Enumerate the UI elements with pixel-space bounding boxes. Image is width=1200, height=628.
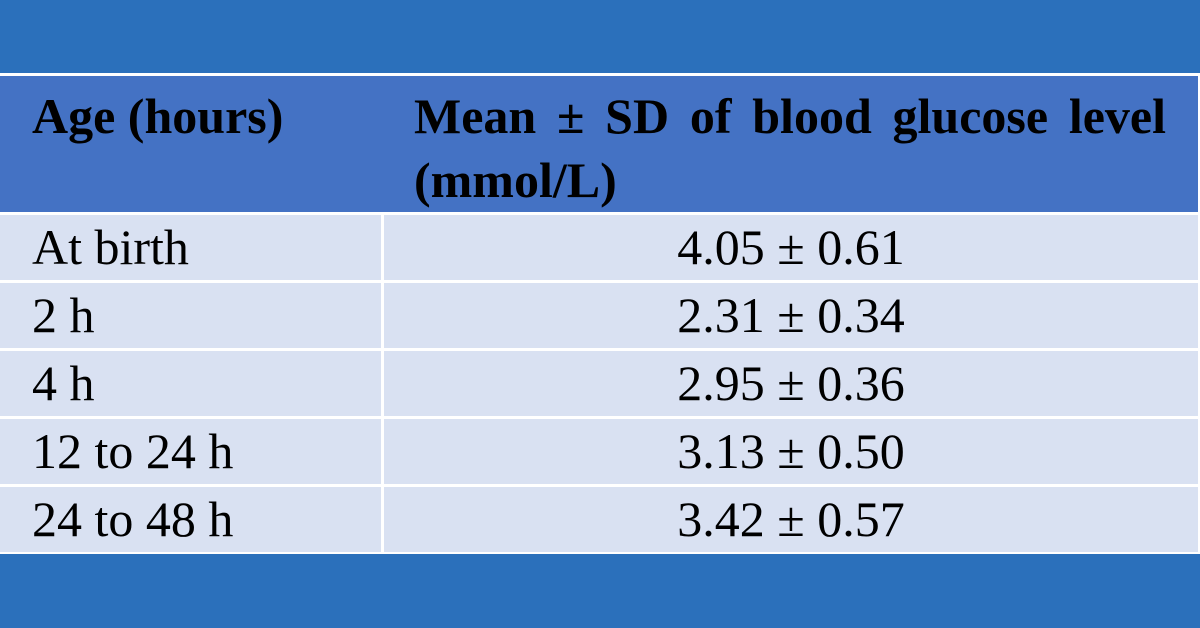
- age-cell: 4 h: [0, 348, 381, 416]
- age-cell: 2 h: [0, 280, 381, 348]
- table-row: At birth 4.05 ± 0.61: [0, 212, 1198, 280]
- table-row: 12 to 24 h 3.13 ± 0.50: [0, 416, 1198, 484]
- header-glucose: Mean ± SD of blood glucose level (mmol/L…: [381, 76, 1198, 212]
- header-age: Age (hours): [0, 76, 381, 212]
- age-cell: At birth: [0, 212, 381, 280]
- glucose-cell: 3.13 ± 0.50: [381, 416, 1198, 484]
- glucose-cell: 4.05 ± 0.61: [381, 212, 1198, 280]
- table-row: 4 h 2.95 ± 0.36: [0, 348, 1198, 416]
- age-cell: 24 to 48 h: [0, 484, 381, 552]
- glucose-cell: 2.95 ± 0.36: [381, 348, 1198, 416]
- glucose-cell: 2.31 ± 0.34: [381, 280, 1198, 348]
- glucose-cell: 3.42 ± 0.57: [381, 484, 1198, 552]
- table-row: 2 h 2.31 ± 0.34: [0, 280, 1198, 348]
- table-header-row: Age (hours) Mean ± SD of blood glucose l…: [0, 76, 1198, 212]
- table-row: 24 to 48 h 3.42 ± 0.57: [0, 484, 1198, 552]
- age-cell: 12 to 24 h: [0, 416, 381, 484]
- glucose-table-container: Age (hours) Mean ± SD of blood glucose l…: [0, 73, 1200, 554]
- blood-glucose-table: Age (hours) Mean ± SD of blood glucose l…: [0, 76, 1198, 552]
